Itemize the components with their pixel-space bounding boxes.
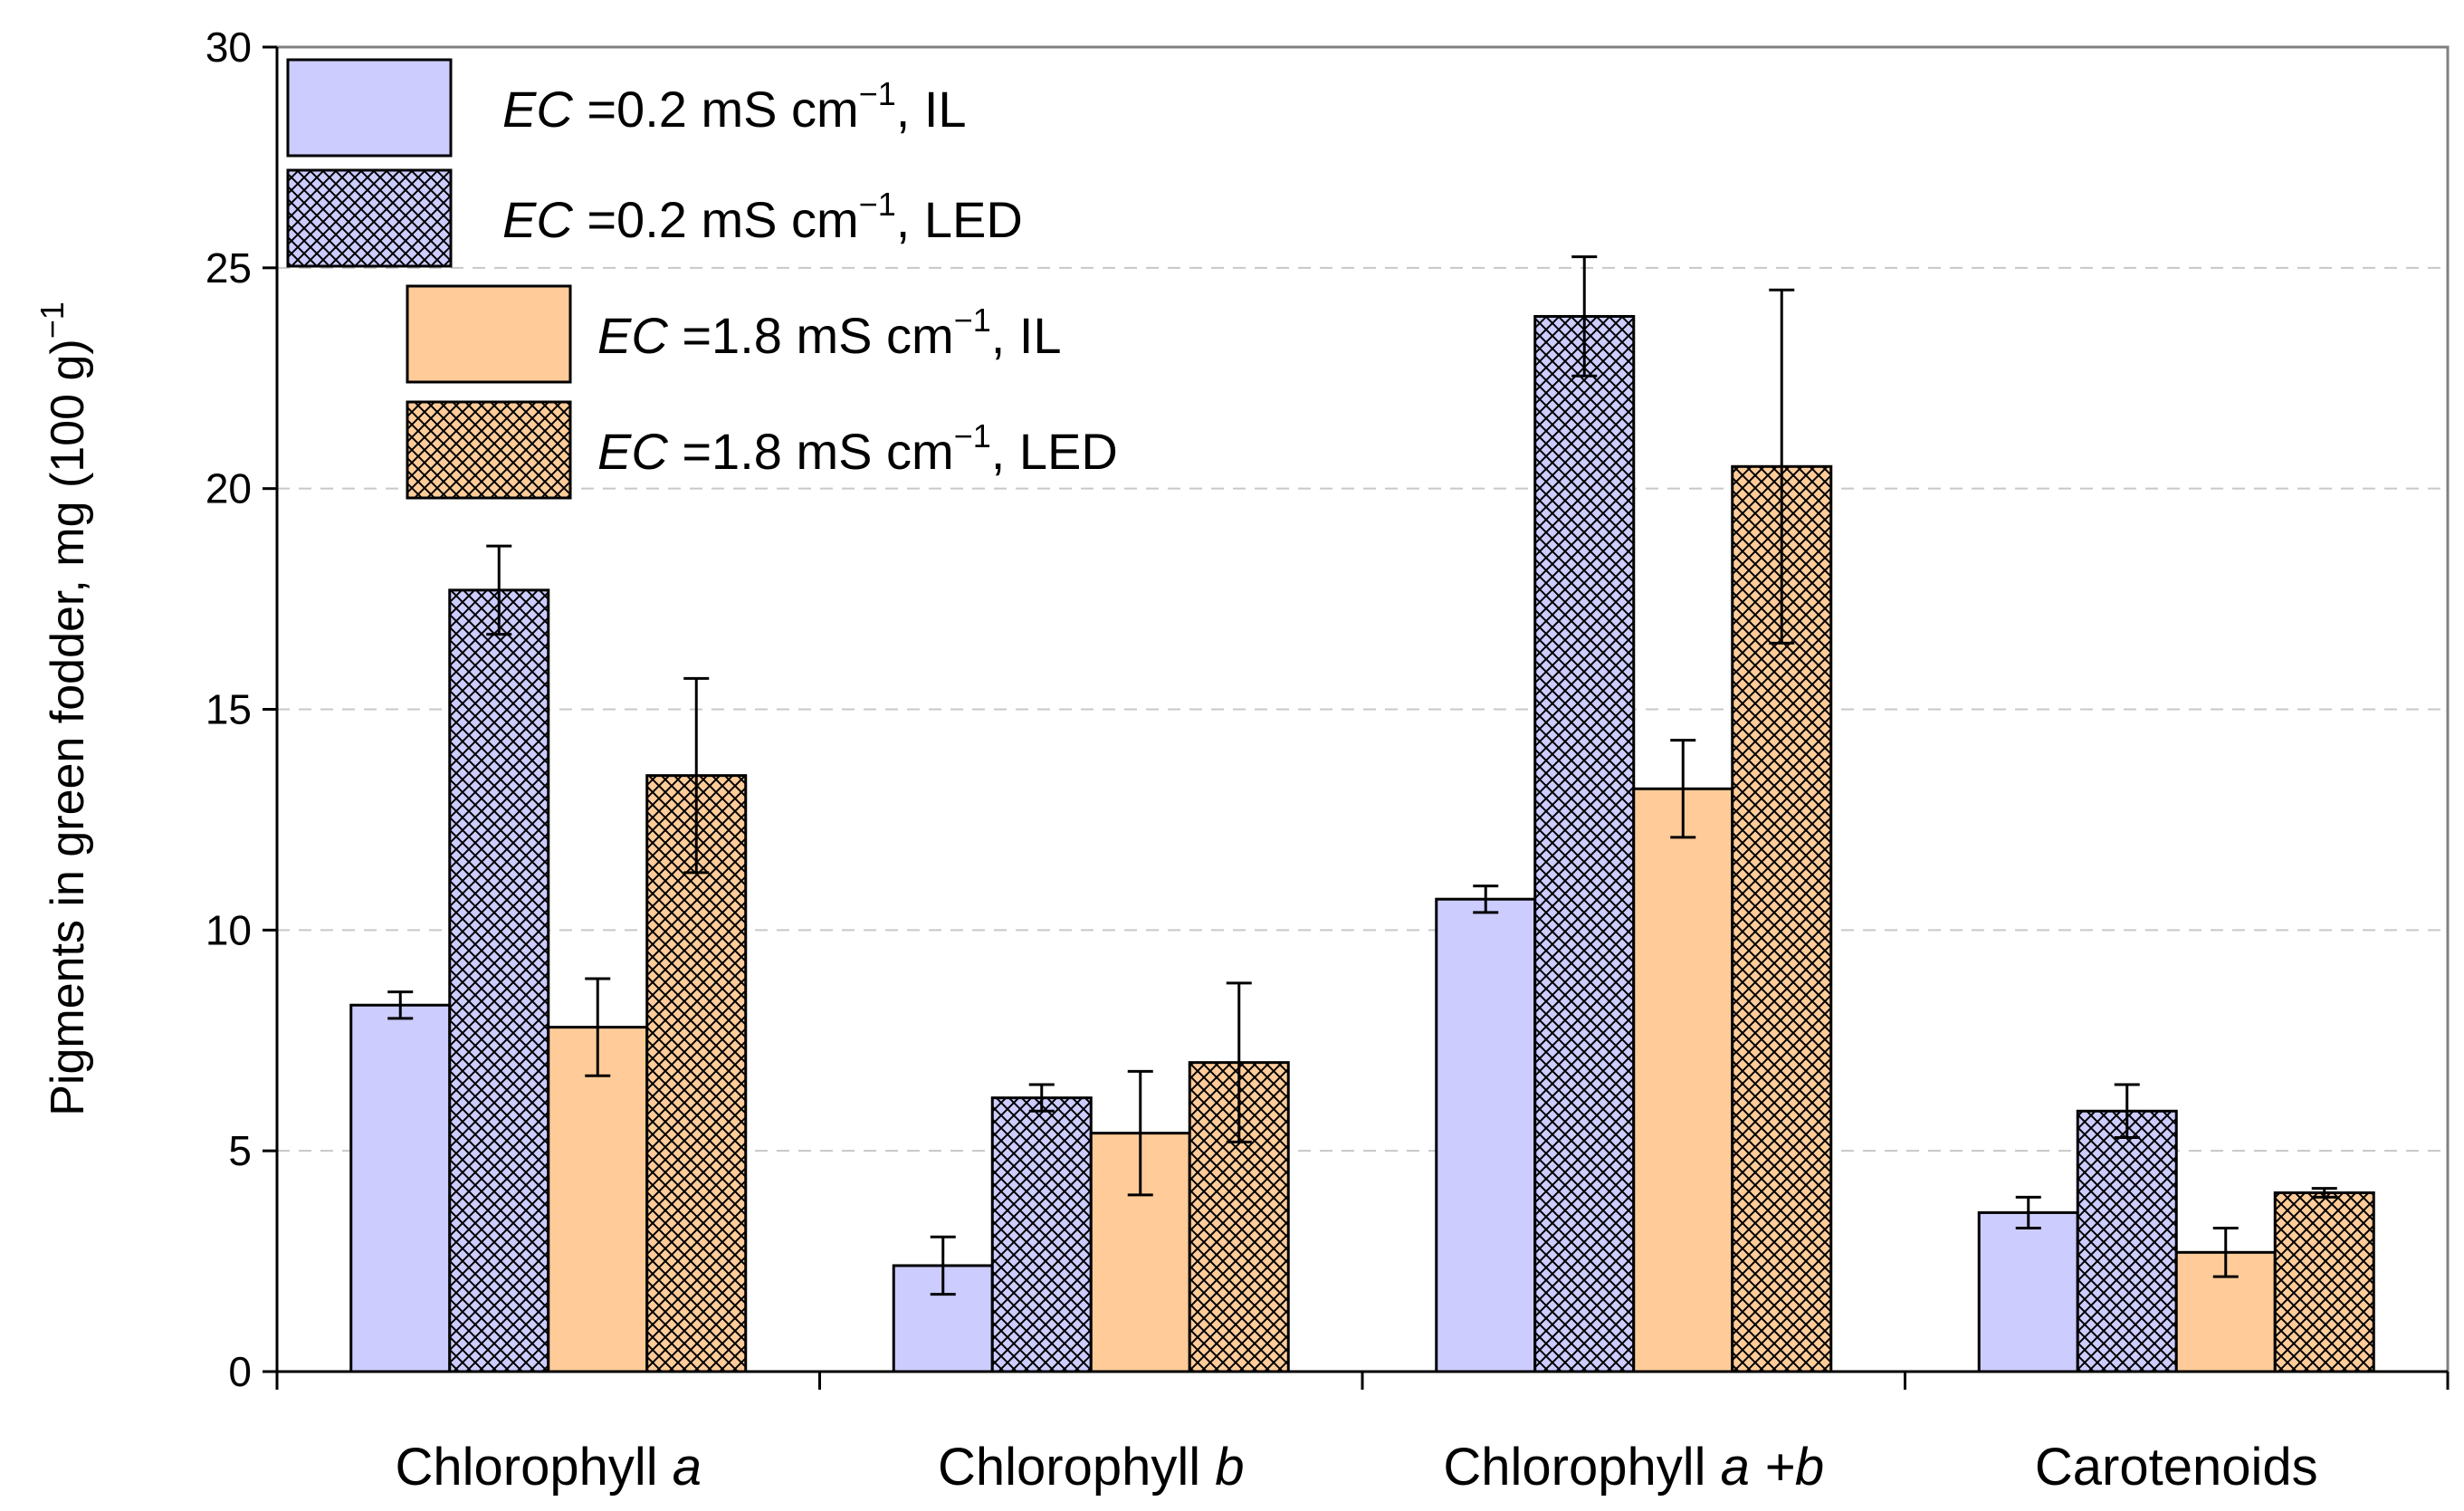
legend-label: EC =0.2 mS cm−1, LED [502, 186, 1023, 248]
legend-item: EC =1.8 mS cm−1, IL [406, 284, 1062, 384]
legend-item: EC =0.2 mS cm−1, IL [286, 58, 967, 158]
y-tick-label: 5 [228, 1127, 252, 1174]
y-tick-label: 15 [205, 686, 252, 733]
legend-label: EC =1.8 mS cm−1, IL [597, 301, 1062, 364]
bar [1435, 897, 1537, 1373]
y-tick-label: 20 [205, 465, 252, 512]
bar [1977, 1210, 2079, 1373]
bar [990, 1096, 1093, 1373]
legend-item: EC =0.2 mS cm−1, LED [286, 168, 1023, 268]
bar [1533, 314, 1636, 1373]
bar [349, 1003, 452, 1373]
legend-swatch [286, 168, 453, 268]
y-tick-label: 30 [205, 24, 252, 71]
legend-swatch [406, 400, 572, 500]
bar [2273, 1191, 2375, 1373]
y-tick-label: 10 [205, 906, 252, 953]
legend-swatch [406, 284, 572, 384]
y-tick-label: 0 [228, 1348, 252, 1395]
legend-label: EC =0.2 mS cm−1, IL [502, 75, 967, 138]
bar [448, 588, 550, 1373]
x-category-label: Chlorophyll a +b [1443, 1438, 1824, 1497]
bar [547, 1026, 649, 1373]
y-axis-title: Pigments in green fodder, mg (100 g)−1 [33, 301, 94, 1116]
x-category-label: Chlorophyll a [395, 1438, 702, 1497]
x-category-label: Carotenoids [2035, 1438, 2318, 1497]
axes: 0 5 10 15 20 25 30 Chlorophyll a Chlorophyll b Ch… [205, 24, 2450, 1497]
legend: EC =0.2 mS cm−1, IL EC =0.2 mS cm−1, LED E… [286, 58, 1118, 500]
bar [1632, 787, 1734, 1373]
legend-item: EC =1.8 mS cm−1, LED [406, 400, 1118, 500]
bars [349, 255, 2375, 1373]
legend-label: EC =1.8 mS cm−1, LED [597, 417, 1118, 480]
legend-swatch [286, 58, 453, 158]
x-category-label: Chlorophyll b [938, 1438, 1245, 1497]
bar [2076, 1109, 2178, 1373]
y-tick-label: 25 [205, 244, 252, 292]
gridlines [277, 266, 2448, 1152]
